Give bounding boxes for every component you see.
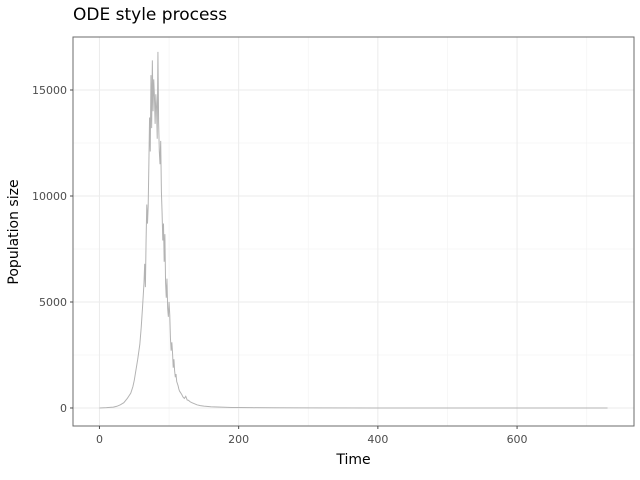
y-axis: 0 5000 10000 15000	[32, 84, 73, 415]
x-tick-label: 400	[367, 433, 388, 446]
y-tick-label: 5000	[39, 296, 67, 309]
chart-title: ODE style process	[73, 5, 227, 25]
y-tick-label: 15000	[32, 84, 67, 97]
y-tick-label: 10000	[32, 190, 67, 203]
x-tick-label: 600	[507, 433, 528, 446]
series-line	[99, 51, 608, 409]
x-tick-label: 200	[228, 433, 249, 446]
x-axis: 0 200 400 600	[96, 426, 528, 446]
y-tick-label: 0	[60, 402, 67, 415]
x-axis-label: Time	[335, 452, 370, 468]
y-axis-label: Population size	[6, 179, 22, 284]
panel-border	[72, 36, 635, 427]
x-tick-label: 0	[96, 433, 103, 446]
series-layer	[99, 51, 608, 409]
